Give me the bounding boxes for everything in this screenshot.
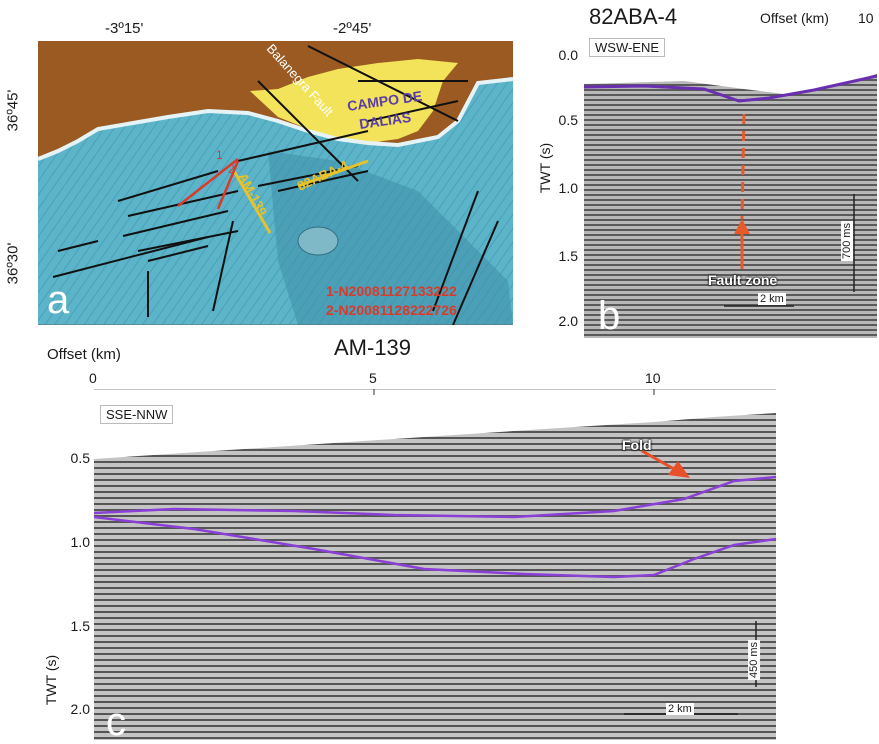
map-canvas: Balanegra Fault CAMPO DE DALIAS 82ABA-4 …	[38, 41, 513, 325]
panel-b-title: 82ABA-4	[589, 4, 677, 30]
panel-c-ytick: 0.5	[50, 450, 90, 466]
seismic-section-c	[94, 389, 776, 740]
eq-event-1: 1-N20081127133222	[326, 283, 457, 299]
lat-tick-1: 36º45'	[4, 90, 21, 132]
panel-c-xtick: 10	[645, 370, 661, 386]
panel-b-vscale: 700 ms	[841, 221, 853, 261]
eq-num-1: 1	[216, 148, 223, 162]
panel-b-hscale: 2 km	[758, 293, 786, 305]
panel-a-letter: a	[47, 280, 69, 320]
panel-b-ytick: 0.5	[538, 112, 578, 128]
seismic-section-b	[584, 34, 877, 338]
seamount	[298, 227, 338, 255]
panel-b-letter: b	[598, 296, 620, 336]
panel-c-xtick: 5	[369, 370, 377, 386]
lon-tick-1: -3º15'	[105, 20, 143, 37]
fault-zone-label: Fault zone	[708, 272, 777, 288]
panel-b-ytick: 1.5	[538, 248, 578, 264]
fold-label: Fold	[622, 437, 652, 453]
panel-b-ytick: 0.0	[538, 47, 578, 63]
panel-b-offset-label: Offset (km)	[760, 10, 829, 26]
panel-c-yaxis-label: TWT (s)	[43, 655, 59, 705]
panel-c-xtick: 0	[89, 370, 97, 386]
eq-event-2: 2-N20081128222726	[326, 302, 457, 318]
reflectors	[94, 413, 776, 740]
panel-c-hscale: 2 km	[666, 703, 694, 715]
lon-tick-2: -2º45'	[333, 20, 371, 37]
panel-b-offset-max: 10	[858, 10, 874, 26]
panel-c-offset-label: Offset (km)	[47, 346, 121, 363]
reflectors	[584, 74, 877, 338]
eq-num-2: 2	[228, 162, 235, 176]
panel-b-direction: WSW-ENE	[589, 38, 665, 57]
panel-c-letter: c	[106, 702, 126, 742]
panel-c-direction: SSE-NNW	[100, 405, 173, 424]
panel-c-ytick: 1.5	[50, 618, 90, 634]
panel-b-ytick: 2.0	[538, 313, 578, 329]
panel-c-vscale: 450 ms	[748, 640, 760, 680]
panel-b-yaxis-label: TWT (s)	[537, 143, 553, 193]
panel-c-title: AM-139	[334, 335, 411, 361]
lat-tick-2: 36º30'	[4, 243, 21, 285]
panel-c-ytick: 1.0	[50, 534, 90, 550]
